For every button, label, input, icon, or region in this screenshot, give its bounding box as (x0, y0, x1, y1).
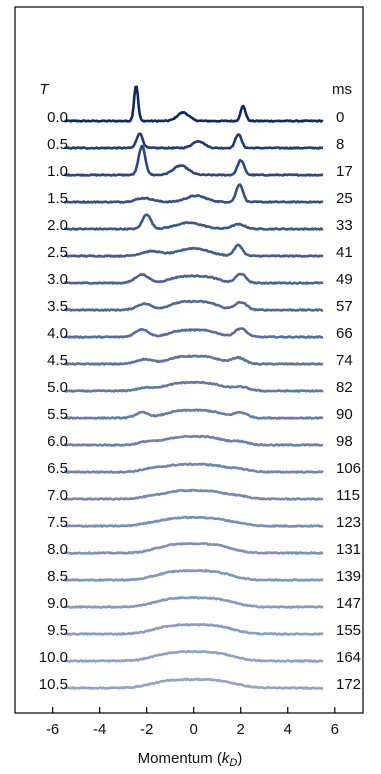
right-label-1: 8 (336, 136, 344, 153)
right-label-19: 155 (336, 622, 361, 639)
left-label-17: 8.5 (47, 568, 68, 585)
trace-14 (64, 488, 324, 501)
trace-12 (64, 434, 324, 447)
left-label-2: 1.0 (47, 163, 68, 180)
left-label-4: 2.0 (47, 217, 68, 234)
x-tick-label-3: 0 (190, 721, 198, 738)
trace-19 (64, 623, 324, 636)
left-label-9: 4.5 (47, 352, 68, 369)
right-column-header: ms (332, 81, 352, 98)
right-label-2: 17 (336, 163, 353, 180)
right-label-0: 0 (336, 109, 344, 126)
x-axis-title-close: ) (237, 750, 242, 767)
trace-3 (64, 183, 324, 204)
left-column-header: T (39, 81, 50, 98)
trace-10 (63, 380, 324, 393)
x-axis-title-text: Momentum ( (138, 750, 222, 767)
left-label-5: 2.5 (47, 244, 68, 261)
trace-16 (64, 542, 324, 555)
left-label-14: 7.0 (47, 487, 68, 504)
left-label-20: 10.0 (39, 649, 68, 666)
right-label-21: 172 (336, 676, 361, 693)
left-label-10: 5.0 (47, 379, 68, 396)
trace-1 (64, 132, 324, 150)
trace-18 (64, 595, 324, 609)
left-label-8: 4.0 (47, 325, 68, 342)
trace-6 (64, 272, 324, 285)
right-label-5: 41 (336, 244, 353, 261)
trace-7 (63, 299, 324, 312)
trace-0 (63, 85, 324, 123)
trace-15 (64, 515, 324, 528)
left-label-3: 1.5 (47, 190, 68, 207)
x-axis-title: Momentum (kD) (138, 750, 243, 769)
right-label-7: 57 (336, 298, 353, 315)
x-tick-label-1: -4 (93, 721, 106, 738)
right-label-9: 74 (336, 352, 353, 369)
right-label-14: 115 (336, 487, 360, 504)
x-ticks-group: -6 -4 -2 0 2 4 6 (46, 707, 339, 738)
left-label-0: 0.0 (47, 109, 68, 126)
right-label-8: 66 (336, 325, 353, 342)
right-label-20: 164 (336, 649, 361, 666)
x-tick-label-0: -6 (46, 721, 59, 738)
trace-17 (63, 569, 324, 582)
trace-2 (64, 144, 324, 177)
right-label-6: 49 (336, 271, 353, 288)
left-label-12: 6.0 (47, 433, 68, 450)
left-labels-group: 0.0 0.5 1.0 1.5 2.0 2.5 3.0 3.5 4.0 4.5 5.0 5.5 6.0 6… (39, 109, 68, 693)
trace-20 (64, 649, 324, 663)
left-label-6: 3.0 (47, 271, 68, 288)
right-labels-group: 0 8 17 25 33 41 49 57 66 74 82 90 98 106 115 123 131 139 1… (336, 109, 361, 693)
right-label-10: 82 (336, 379, 353, 396)
x-tick-label-4: 2 (237, 721, 245, 738)
right-label-18: 147 (336, 595, 361, 612)
right-label-4: 33 (336, 217, 353, 234)
left-label-19: 9.5 (47, 622, 68, 639)
plot-frame (14, 6, 364, 714)
right-label-11: 90 (336, 406, 353, 423)
trace-5 (64, 243, 324, 258)
trace-4 (63, 213, 324, 231)
right-label-13: 106 (336, 460, 361, 477)
left-label-13: 6.5 (47, 460, 68, 477)
left-label-15: 7.5 (47, 514, 68, 531)
right-label-3: 25 (336, 190, 353, 207)
right-label-12: 98 (336, 433, 353, 450)
left-label-21: 10.5 (39, 676, 68, 693)
x-tick-label-2: -2 (140, 721, 153, 738)
traces-group (63, 85, 324, 690)
x-tick-label-5: 4 (284, 721, 292, 738)
x-axis-title-subscript: D (229, 757, 237, 769)
left-label-1: 0.5 (47, 136, 68, 153)
trace-13 (64, 462, 324, 474)
x-axis-title-symbol: k (222, 750, 231, 767)
right-label-17: 139 (336, 568, 361, 585)
trace-9 (63, 354, 324, 366)
left-label-18: 9.0 (47, 595, 68, 612)
trace-8 (63, 327, 324, 339)
left-label-11: 5.5 (47, 406, 68, 423)
right-label-16: 131 (336, 541, 361, 558)
x-tick-label-6: 6 (331, 721, 339, 738)
left-label-16: 8.0 (47, 541, 68, 558)
left-label-7: 3.5 (47, 298, 68, 315)
trace-21 (64, 677, 324, 690)
trace-11 (63, 408, 324, 420)
right-label-15: 123 (336, 514, 361, 531)
